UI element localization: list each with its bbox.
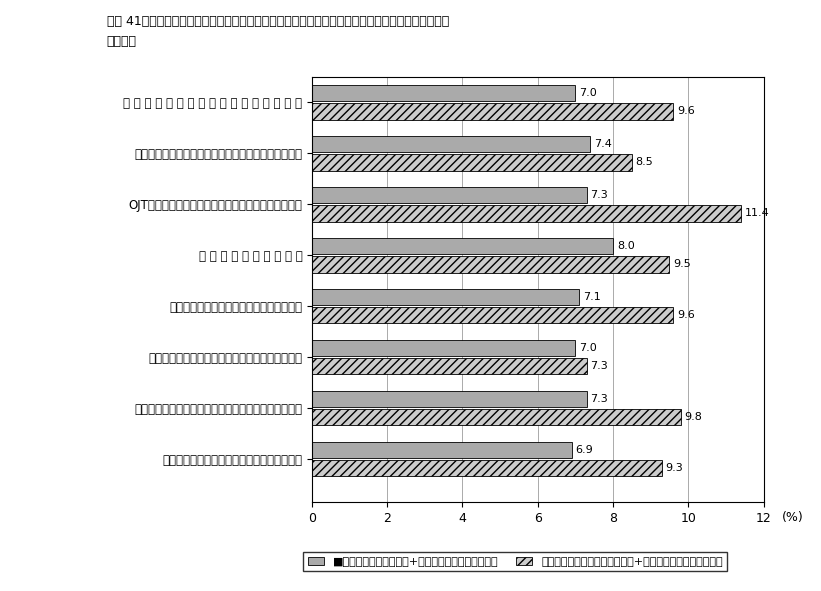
Bar bbox=[312, 256, 669, 272]
Text: 図表 41：人材育成の効果有無と従業員の離職率（単位＝％、「取組みなし」・「無回答」分は表か: 図表 41：人材育成の効果有無と従業員の離職率（単位＝％、「取組みなし」・「無回… bbox=[107, 15, 449, 28]
Bar bbox=[312, 289, 579, 305]
Bar bbox=[312, 85, 576, 101]
Bar bbox=[312, 391, 587, 407]
Bar bbox=[312, 187, 587, 203]
Bar bbox=[312, 238, 613, 254]
Bar bbox=[312, 340, 576, 356]
Bar bbox=[312, 307, 673, 323]
Bar bbox=[312, 205, 741, 222]
Text: ら割愛）: ら割愛） bbox=[107, 35, 137, 48]
Text: 6.9: 6.9 bbox=[576, 445, 593, 455]
Text: 7.1: 7.1 bbox=[583, 292, 601, 302]
Text: 9.6: 9.6 bbox=[677, 106, 695, 116]
Text: 7.0: 7.0 bbox=[579, 343, 597, 353]
Text: 9.3: 9.3 bbox=[666, 463, 683, 473]
Text: 7.4: 7.4 bbox=[594, 139, 612, 149]
Text: 7.0: 7.0 bbox=[579, 88, 597, 98]
Text: 7.3: 7.3 bbox=[590, 190, 608, 200]
Bar bbox=[312, 103, 673, 119]
Bar bbox=[312, 441, 571, 458]
Text: 8.0: 8.0 bbox=[617, 241, 635, 251]
Bar bbox=[312, 154, 632, 171]
Legend: ■「大きな効果がある」+「一定の効果がみられる」, 図「あまり効果がみられない」+「全く効果がみられない」: ■「大きな効果がある」+「一定の効果がみられる」, 図「あまり効果がみられない」… bbox=[303, 552, 727, 571]
Bar bbox=[312, 460, 662, 476]
Bar bbox=[312, 136, 590, 152]
Bar bbox=[312, 409, 681, 426]
Text: (%): (%) bbox=[782, 511, 804, 524]
Text: 9.6: 9.6 bbox=[677, 310, 695, 320]
Text: 8.5: 8.5 bbox=[635, 157, 654, 167]
Text: 11.4: 11.4 bbox=[745, 209, 769, 219]
Text: 7.3: 7.3 bbox=[590, 361, 608, 371]
Text: 7.3: 7.3 bbox=[590, 394, 608, 404]
Bar bbox=[312, 358, 587, 375]
Text: 9.5: 9.5 bbox=[673, 259, 691, 269]
Text: 9.8: 9.8 bbox=[685, 413, 703, 422]
